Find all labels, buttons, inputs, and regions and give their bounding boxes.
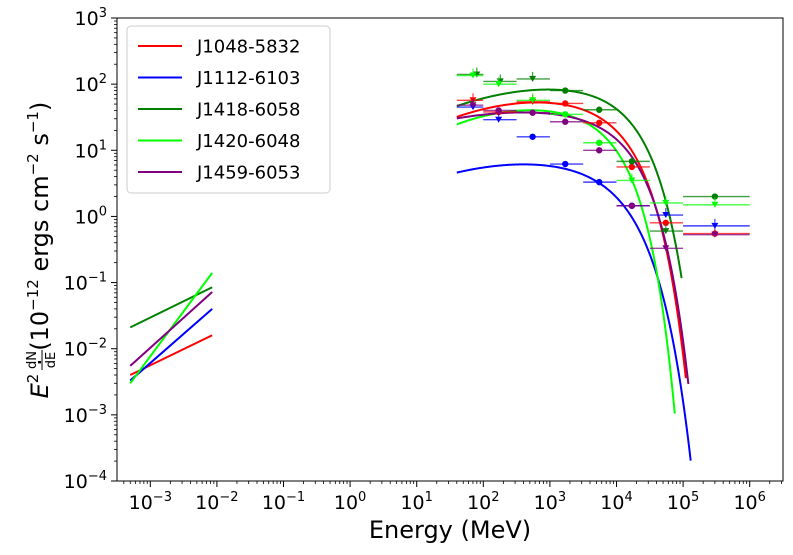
data-point-j1418-6058 <box>628 158 636 165</box>
y-tick-label: 101 <box>75 138 107 162</box>
data-point-j1418-6058 <box>596 106 603 113</box>
x-tick-label: 106 <box>733 490 765 514</box>
svg-text:dN: dN <box>25 351 40 369</box>
legend-label: J1112-6103 <box>196 68 300 89</box>
plot-frame <box>116 17 784 482</box>
data-point-j1420-6048 <box>596 139 603 146</box>
svg-text:dE: dE <box>44 352 59 368</box>
x-tick-labels: 10−3 10−2 10−1 100 101 102 103 104 105 106 <box>129 490 766 514</box>
upper-limit-marker-j1420-6048 <box>662 199 670 206</box>
data-point-j1459-6053 <box>495 107 502 114</box>
y-tick-label: 10−2 <box>64 337 107 361</box>
y-tick-labels: 10−4 10−3 10−2 10−1 100 101 102 103 <box>64 6 107 493</box>
model-curve-j1112-6103 <box>456 163 692 461</box>
x-tick-label: 105 <box>667 490 699 514</box>
data-point-j1459-6053 <box>628 202 636 209</box>
legend-item-j1112-6103: J1112-6103 <box>138 68 300 89</box>
low-energy-line-j1112-6103 <box>129 308 213 382</box>
x-tick-label: 101 <box>400 490 432 514</box>
upper-limit-marker-j1420-6048 <box>711 201 719 208</box>
legend-box <box>126 25 331 194</box>
x-tick-label: 10−2 <box>195 490 238 514</box>
points-layer <box>456 67 750 252</box>
upper-limit-marker-j1420-6048 <box>529 97 537 104</box>
data-point-j1112-6103 <box>562 160 569 168</box>
upper-limit-marker-j1420-6048 <box>495 81 503 88</box>
low-energy-line-j1418-6058 <box>129 286 213 329</box>
upper-limit-marker-j1418-6058 <box>529 75 537 82</box>
data-point-j1112-6103 <box>529 133 536 140</box>
y-axis-label: E2 · (10−12 ergs cm−2 s−1) dN dE <box>24 102 59 399</box>
x-tick-label: 100 <box>334 490 366 514</box>
data-point-j1048-5832 <box>628 163 636 171</box>
data-point-j1459-6053 <box>562 118 569 125</box>
y-tick-label: 10−1 <box>64 271 107 295</box>
data-point-j1048-5832 <box>562 100 569 107</box>
data-point-j1418-6058 <box>562 87 569 94</box>
y-tick-label: 10−3 <box>64 403 107 427</box>
legend-item-j1418-6058: J1418-6058 <box>138 100 300 121</box>
upper-limit-marker-j1459-6053 <box>711 231 719 238</box>
y-tick-label: 100 <box>75 204 107 228</box>
x-tick-label: 104 <box>600 490 632 514</box>
data-point-j1418-6058 <box>711 193 719 200</box>
upper-limit-marker-j1459-6053 <box>662 245 670 252</box>
data-point-j1112-6103 <box>596 178 603 186</box>
x-axis-label: Energy (MeV) <box>369 516 531 544</box>
ticks-layer <box>111 17 782 487</box>
y-tick-label: 102 <box>75 72 107 96</box>
data-point-j1420-6048 <box>562 111 569 118</box>
legend-item-j1459-6053: J1459-6053 <box>138 163 300 184</box>
y-axis-label-fraction: dN dE <box>25 350 59 370</box>
upper-limit-marker-j1112-6103 <box>662 212 670 219</box>
legend-item-j1420-6048: J1420-6048 <box>138 131 300 152</box>
upper-limit-marker-j1418-6058 <box>662 228 670 235</box>
legend-label: J1420-6048 <box>196 131 300 152</box>
x-tick-label: 10−3 <box>129 490 172 514</box>
data-point-j1048-5832 <box>596 119 603 127</box>
x-tick-label: 102 <box>467 490 499 514</box>
data-point-j1459-6053 <box>529 109 536 116</box>
x-tick-label: 10−1 <box>262 490 305 514</box>
model-curve-j1459-6053 <box>456 111 690 385</box>
low-energy-line-j1459-6053 <box>129 291 213 367</box>
upper-limit-marker-j1112-6103 <box>495 116 503 123</box>
upper-limit-marker-j1420-6048 <box>628 177 636 184</box>
upper-limit-marker-j1459-6053 <box>469 102 477 109</box>
legend-label: J1459-6053 <box>196 163 300 184</box>
legend-item-j1048-5832: J1048-5832 <box>138 37 300 58</box>
data-point-j1048-5832 <box>662 219 670 227</box>
upper-limit-marker-j1112-6103 <box>711 222 719 229</box>
legend-label: J1048-5832 <box>196 37 300 58</box>
x-tick-label: 103 <box>534 490 566 514</box>
model-curve-j1048-5832 <box>456 101 687 379</box>
legend: J1048-5832 J1112-6103 J1418-6058 J1420-6048… <box>126 25 331 194</box>
y-tick-label: 10−4 <box>64 469 107 493</box>
upper-limit-marker-j1420-6048 <box>469 72 477 79</box>
legend-label: J1418-6058 <box>196 100 300 121</box>
svg-text:E2 · (10−12 ergs cm−2 s−1): E2 · (10−12 ergs cm−2 s−1) <box>24 102 54 399</box>
data-point-j1459-6053 <box>596 147 603 154</box>
y-tick-label: 103 <box>75 6 107 30</box>
